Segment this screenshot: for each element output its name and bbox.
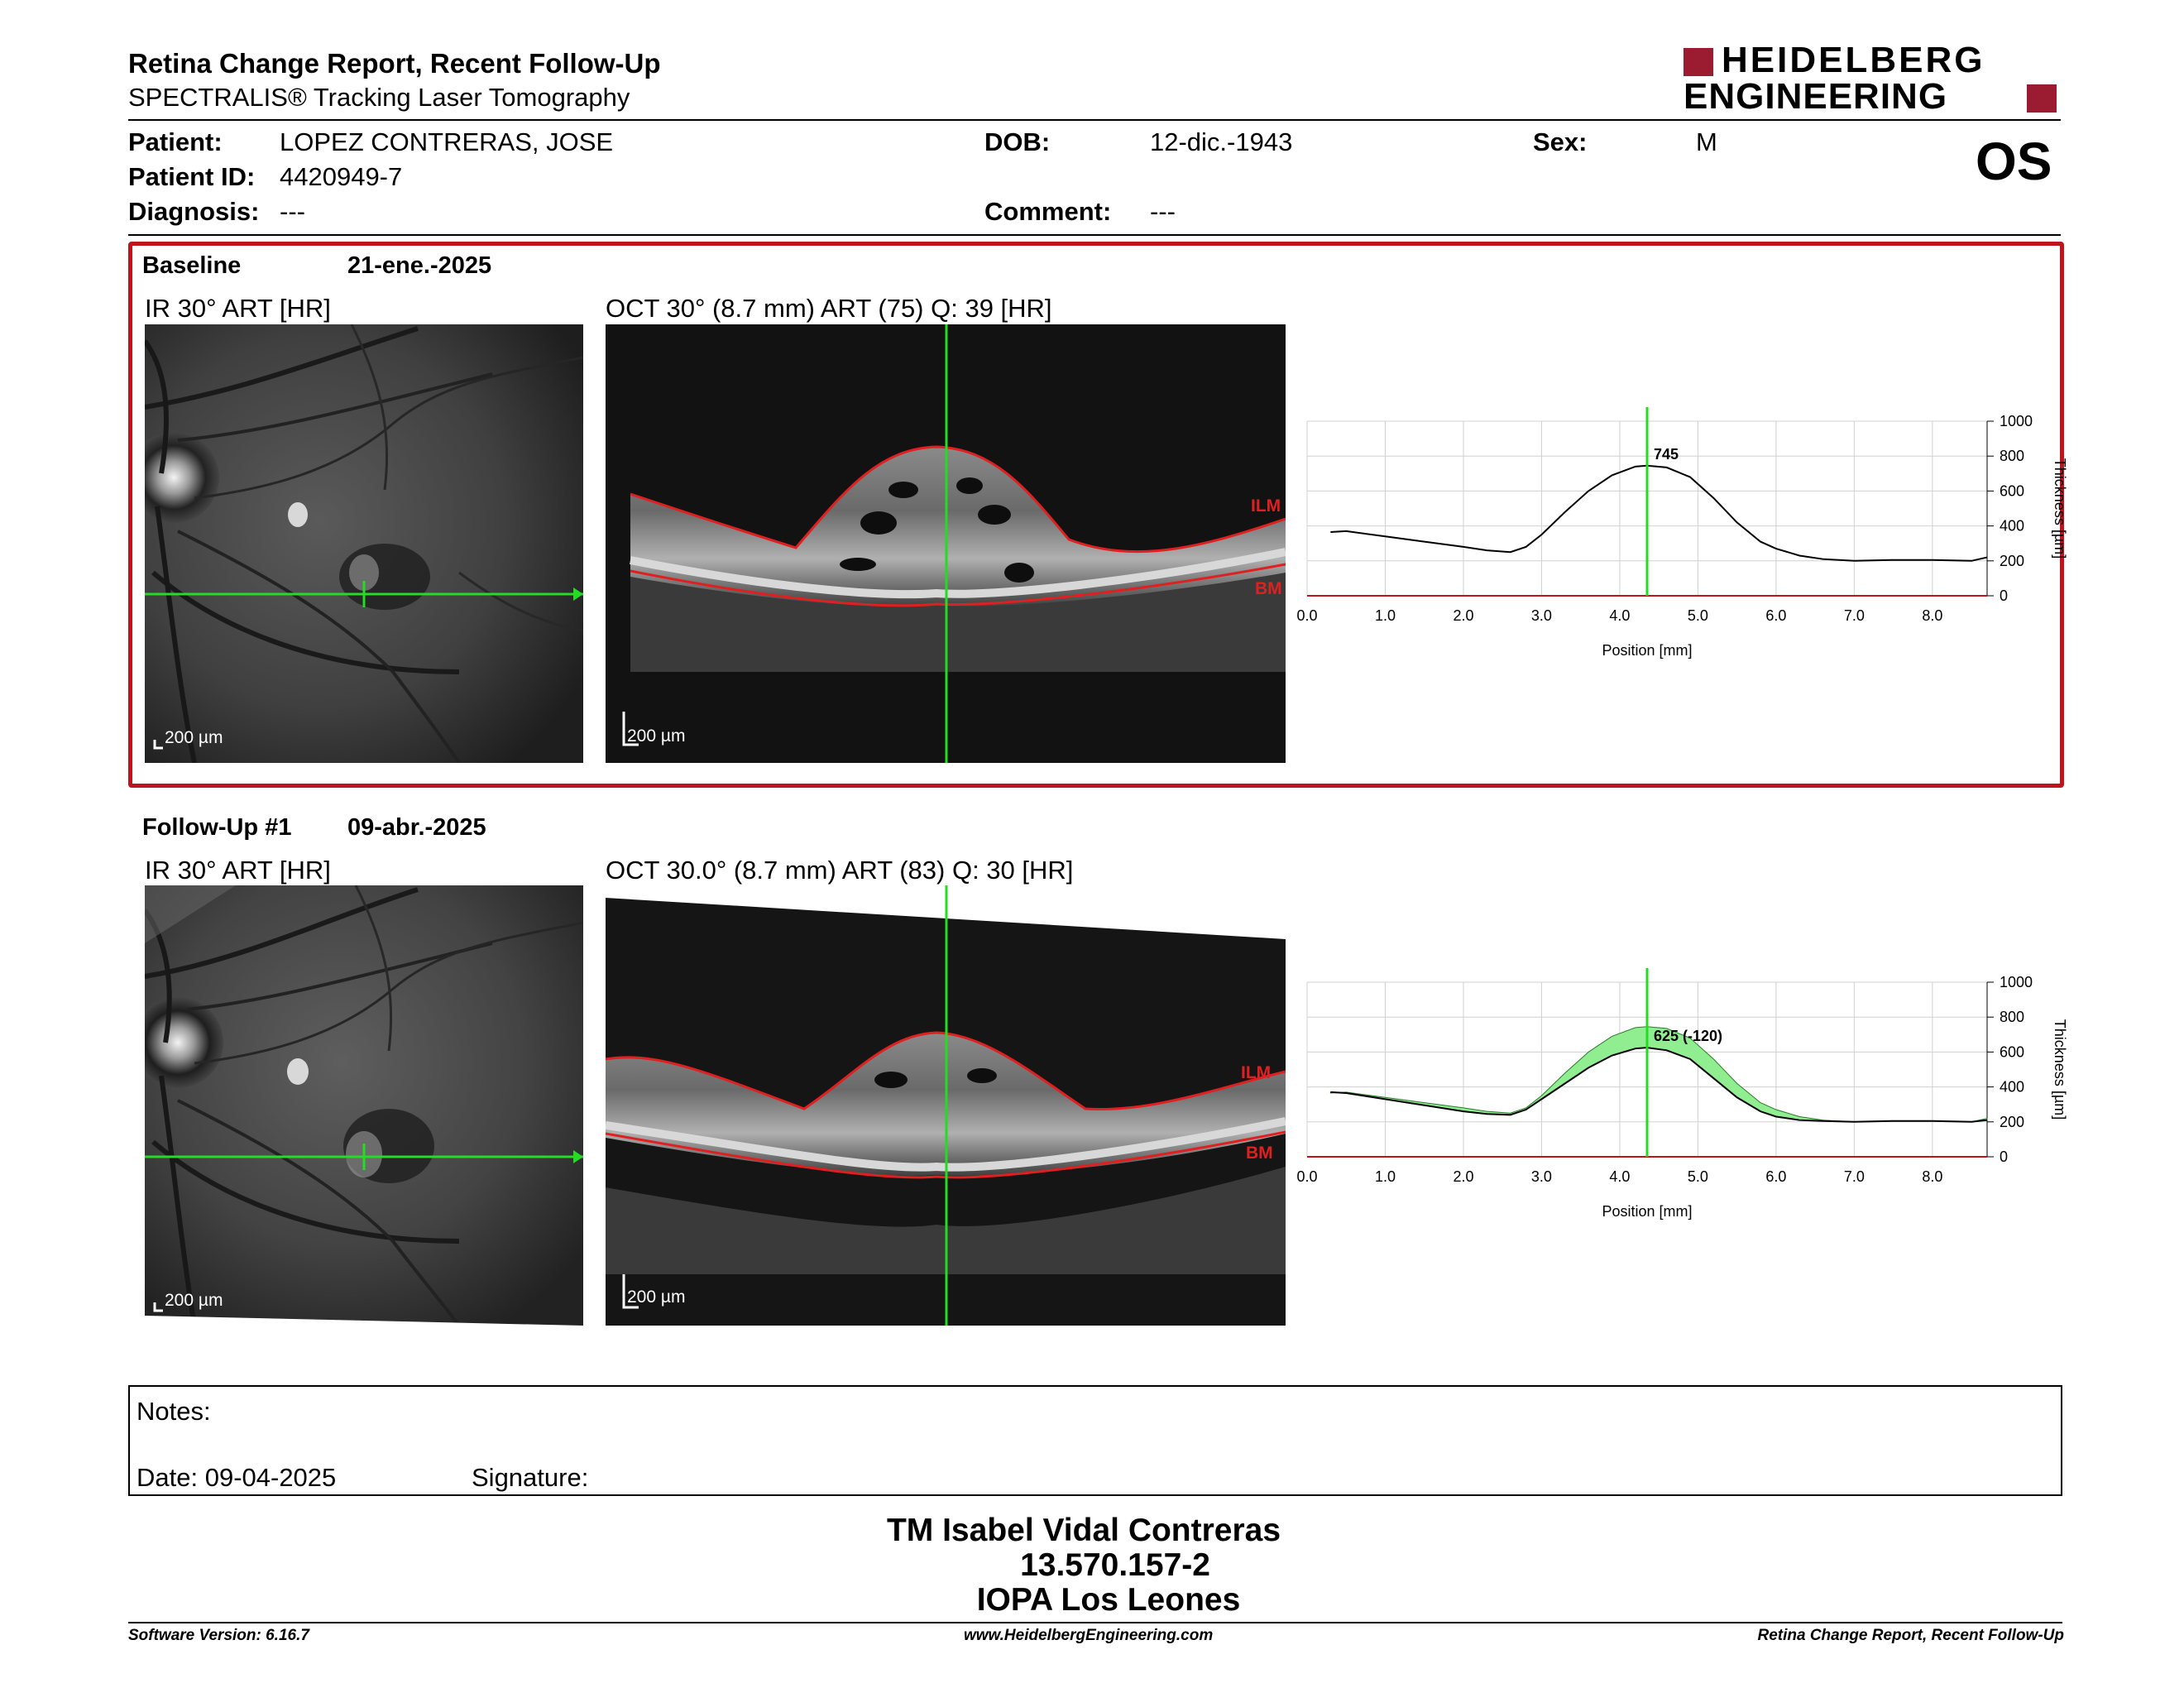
followup-label: Follow-Up #1: [142, 814, 292, 841]
followup-chart-x-tick: 0.0: [1296, 1168, 1317, 1185]
heidelberg-logo: HEIDELBERG ENGINEERING: [1684, 41, 2064, 116]
followup-chart-x-tick: 6.0: [1765, 1168, 1786, 1185]
baseline-chart-x-tick: 2.0: [1453, 607, 1473, 624]
baseline-oct-scale: 200 µm: [627, 727, 686, 746]
baseline-thickness-chart: 0.0 1.0 2.0 3.0 4.0 5.0 6.0 7.0 8.0 0 200 400 600 800…: [1296, 407, 2068, 659]
baseline-chart-x-tick: 7.0: [1844, 607, 1865, 624]
followup-thickness-chart: 0.0 1.0 2.0 3.0 4.0 5.0 6.0 7.0 8.0 0 200 400 600 800…: [1296, 968, 2068, 1220]
followup-oct-image[interactable]: ILM BM 200 µm: [606, 885, 1286, 1326]
notes-date: Date: 09-04-2025: [136, 1463, 337, 1492]
followup-fundus-svg: [145, 885, 583, 1326]
followup-chart-y-tick: 1000: [2000, 974, 2033, 990]
signer-institution: IOPA Los Leones: [976, 1582, 1241, 1618]
baseline-chart-y-tick: 0: [2000, 587, 2008, 604]
followup-chart-x-tick: 3.0: [1531, 1168, 1552, 1185]
signature-label: Signature:: [472, 1463, 589, 1492]
followup-ilm-label: ILM: [1241, 1063, 1272, 1082]
followup-chart-x-tick: 1.0: [1375, 1168, 1396, 1185]
baseline-frame: [128, 242, 2064, 788]
baseline-label: Baseline: [142, 252, 242, 279]
followup-chart-y-label: Thickness [µm]: [2052, 1019, 2068, 1120]
dob-label: DOB:: [984, 127, 1051, 156]
followup-oct-scale: 200 µm: [627, 1288, 686, 1307]
followup-chart-y-tick: 200: [2000, 1114, 2024, 1130]
baseline-chart-x-tick: 6.0: [1765, 607, 1786, 624]
baseline-chart-x-tick: 3.0: [1531, 607, 1552, 624]
followup-ir-scale: 200 µm: [165, 1291, 223, 1310]
baseline-chart-x-tick: 4.0: [1609, 607, 1630, 624]
followup-bscan-svg: [606, 885, 1286, 1326]
followup-chart-y-tick: 0: [2000, 1149, 2008, 1165]
comment-value: ---: [1150, 197, 1176, 226]
footer-report-name: Retina Change Report, Recent Follow-Up: [1757, 1627, 2064, 1644]
followup-chart-y-tick: 400: [2000, 1079, 2024, 1096]
baseline-chart-y-tick: 400: [2000, 518, 2024, 535]
baseline-bm-label: BM: [1255, 579, 1282, 598]
followup-chart-y-tick: 800: [2000, 1009, 2024, 1025]
followup-chart-x-tick: 7.0: [1844, 1168, 1865, 1185]
baseline-ir-image[interactable]: 200 µm: [145, 324, 583, 763]
patient-label: Patient:: [128, 127, 223, 156]
eye-label: OS: [1976, 132, 2052, 191]
diagnosis-value: ---: [280, 197, 305, 226]
followup-ir-image[interactable]: 200 µm: [145, 885, 583, 1326]
patient-id-label: Patient ID:: [128, 162, 256, 191]
baseline-date: 21-ene.-2025: [347, 252, 492, 279]
followup-chart-x-tick: 4.0: [1609, 1168, 1630, 1185]
baseline-chart-y-tick: 800: [2000, 448, 2024, 464]
comment-label: Comment:: [984, 197, 1112, 226]
baseline-fundus-svg: [145, 324, 583, 763]
report-title: Retina Change Report, Recent Follow-Up: [128, 48, 661, 79]
baseline-chart-y-label: Thickness [µm]: [2052, 458, 2068, 559]
baseline-chart-x-tick: 1.0: [1375, 607, 1396, 624]
followup-bm-label: BM: [1246, 1144, 1273, 1163]
signer-name: TM Isabel Vidal Contreras: [886, 1513, 1281, 1548]
followup-chart-x-tick: 2.0: [1453, 1168, 1473, 1185]
baseline-chart-x-tick: 8.0: [1922, 607, 1942, 624]
patient-id: 4420949-7: [280, 162, 403, 191]
signer-id: 13.570.157-2: [1020, 1547, 1210, 1583]
baseline-ir-scale: 200 µm: [165, 728, 223, 747]
followup-chart-x-tick: 8.0: [1922, 1168, 1942, 1185]
followup-chart-series-followup: [1330, 1047, 1988, 1123]
baseline-oct-image[interactable]: ILM BM 200 µm: [606, 324, 1286, 763]
report-subtitle: SPECTRALIS® Tracking Laser Tomography: [128, 83, 630, 112]
baseline-chart-cursor-value: 745: [1654, 446, 1679, 463]
baseline-chart-x-tick: 5.0: [1688, 607, 1708, 624]
followup-ir-title: IR 30° ART [HR]: [145, 856, 331, 885]
followup-chart-x-label: Position [mm]: [1602, 1203, 1692, 1220]
baseline-bscan-svg: [606, 324, 1286, 763]
footer-website[interactable]: www.HeidelbergEngineering.com: [964, 1627, 1214, 1644]
baseline-chart-series-baseline: [1330, 464, 1988, 562]
followup-chart-cursor-value: 625 (-120): [1654, 1028, 1722, 1044]
notes-box[interactable]: Notes: Date: 09-04-2025 Signature:: [128, 1385, 2062, 1496]
baseline-chart-x-tick: 0.0: [1296, 607, 1317, 624]
dob-value: 12-dic.-1943: [1150, 127, 1293, 156]
baseline-oct-title: OCT 30° (8.7 mm) ART (75) Q: 39 [HR]: [606, 294, 1052, 323]
notes-label: Notes:: [136, 1397, 211, 1426]
sex-value: M: [1696, 127, 1717, 156]
baseline-chart-y-tick: 600: [2000, 482, 2024, 499]
followup-chart-x-tick: 5.0: [1688, 1168, 1708, 1185]
followup-date: 09-abr.-2025: [347, 814, 486, 841]
followup-oct-title: OCT 30.0° (8.7 mm) ART (83) Q: 30 [HR]: [606, 856, 1074, 885]
followup-chart-y-tick: 600: [2000, 1043, 2024, 1060]
patient-name: LOPEZ CONTRERAS, JOSE: [280, 127, 614, 156]
baseline-ir-title: IR 30° ART [HR]: [145, 294, 331, 323]
baseline-ilm-label: ILM: [1251, 496, 1281, 516]
baseline-chart-x-label: Position [mm]: [1602, 642, 1692, 659]
baseline-chart-y-tick: 1000: [2000, 413, 2033, 429]
sex-label: Sex:: [1533, 127, 1588, 156]
footer-software-version: Software Version: 6.16.7: [128, 1627, 309, 1644]
baseline-chart-y-tick: 200: [2000, 553, 2024, 569]
diagnosis-label: Diagnosis:: [128, 197, 260, 226]
